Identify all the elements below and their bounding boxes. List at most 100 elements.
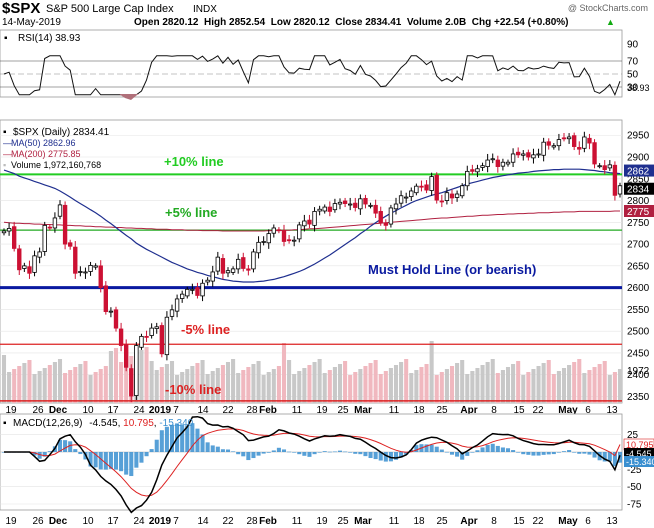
macd-hist-bar [63, 440, 68, 452]
macd-tick-label: -50 [627, 482, 642, 493]
price-tick-label: 2400 [627, 370, 650, 381]
must-hold-label: Must Hold Line (or bearish) [368, 262, 536, 277]
volume-bar [266, 372, 271, 403]
macd-hist-bar [149, 449, 154, 452]
volume-bar [577, 359, 582, 403]
candle [103, 281, 108, 315]
macd-value-signal: 10.795 [123, 418, 154, 429]
price-tick-label: 2700 [627, 240, 650, 251]
candle [342, 197, 348, 208]
macd-hist-bar [281, 449, 287, 452]
macd-hist-bar [134, 452, 139, 468]
price-value-tag [624, 164, 654, 177]
candle [169, 304, 175, 321]
macd-hist-bar [536, 452, 541, 456]
candle [500, 158, 506, 171]
volume-bar [220, 365, 225, 403]
macd-hist-bar [500, 447, 505, 452]
volume-bar [287, 360, 292, 403]
volume-bar [490, 359, 495, 403]
macd-hist-bar [480, 447, 485, 452]
x-tick-label: 24 [133, 516, 145, 527]
candle [577, 141, 582, 155]
volume-bar [511, 364, 516, 403]
macd-hist-bar [399, 452, 404, 458]
macd-tick-label: 25 [627, 430, 639, 441]
volume-bar [200, 360, 205, 403]
x-tick-label: May [558, 516, 578, 527]
x-tick-label: 11 [389, 516, 400, 527]
candle [27, 260, 32, 279]
volume-bar [460, 360, 465, 403]
volume-bar [195, 363, 200, 403]
candle [37, 247, 42, 264]
macd-hist-bar [322, 451, 327, 452]
volume-bar [353, 372, 358, 403]
index-name: S&P 500 Large Cap Index [46, 3, 174, 15]
macd-hist-bar [113, 452, 119, 470]
volume-bar [215, 368, 220, 403]
x-tick-label: 25 [337, 405, 349, 416]
volume-bar [93, 372, 98, 403]
candle [291, 236, 297, 247]
volume-bar [424, 364, 429, 403]
x-tick-label: 15 [513, 405, 525, 416]
macd-hist-bar [261, 452, 266, 454]
macd-hist-bar [246, 452, 251, 461]
plus5-label: +5% line [165, 205, 217, 220]
candle [566, 133, 572, 144]
legend-ma50: MA(50) 2862.96 [11, 138, 76, 148]
price-tick-label: 2750 [627, 218, 650, 229]
volume-bar [169, 361, 175, 403]
volume-bar [612, 372, 617, 403]
candle [388, 204, 394, 228]
macd-label: MACD(12,26,9) -4.545, 10.795, -15.340 [13, 418, 194, 429]
x-tick-label: 25 [436, 516, 448, 527]
x-tick-label: 19 [5, 405, 17, 416]
macd-hist-bar [516, 452, 521, 453]
volume-bar [73, 367, 78, 403]
macd-hist-bar [546, 452, 551, 455]
macd-hist-bar [465, 452, 470, 456]
candle [220, 254, 226, 280]
macd-hist-bar [409, 449, 414, 452]
candle [78, 266, 83, 277]
candle [439, 194, 445, 208]
volume-bar [271, 369, 276, 403]
macd-hist-bar [307, 452, 312, 457]
volume-bar [205, 374, 210, 403]
candle [179, 290, 185, 303]
volume-bar [388, 368, 393, 403]
volume-bar [256, 361, 261, 403]
x-tick-label: Dec [49, 516, 68, 527]
x-tick-label: 22 [222, 516, 234, 527]
x-tick-label: 22 [532, 516, 544, 527]
macd-hist-bar [317, 452, 322, 453]
macd-hist-bar [88, 452, 93, 467]
macd-hist-bar [526, 452, 531, 455]
volume-bar [139, 350, 144, 403]
volume-bar [281, 343, 287, 403]
volume-bar [572, 362, 577, 403]
candle [582, 131, 587, 153]
volume-bar [485, 362, 490, 403]
volume-bar [52, 362, 57, 403]
volume-bar [159, 367, 164, 403]
x-tick-label: 11 [389, 405, 400, 416]
volume-bar [27, 360, 32, 403]
price-value-tag-text: 2834 [627, 185, 650, 196]
x-tick-label: 2019 [149, 405, 172, 416]
candle [327, 201, 333, 217]
volume-bar [363, 366, 368, 403]
volume-bar [551, 374, 556, 403]
candle [373, 199, 378, 218]
volume-bar [119, 362, 124, 403]
macd-hist-bar [567, 450, 572, 452]
macd-hist-bar [32, 452, 37, 456]
rsi-label: RSI(14) 38.93 [18, 33, 81, 44]
candle [556, 133, 562, 151]
candle [195, 282, 200, 299]
candle [495, 155, 501, 173]
x-tick-label: 11 [292, 405, 303, 416]
volume-bar [531, 369, 536, 403]
